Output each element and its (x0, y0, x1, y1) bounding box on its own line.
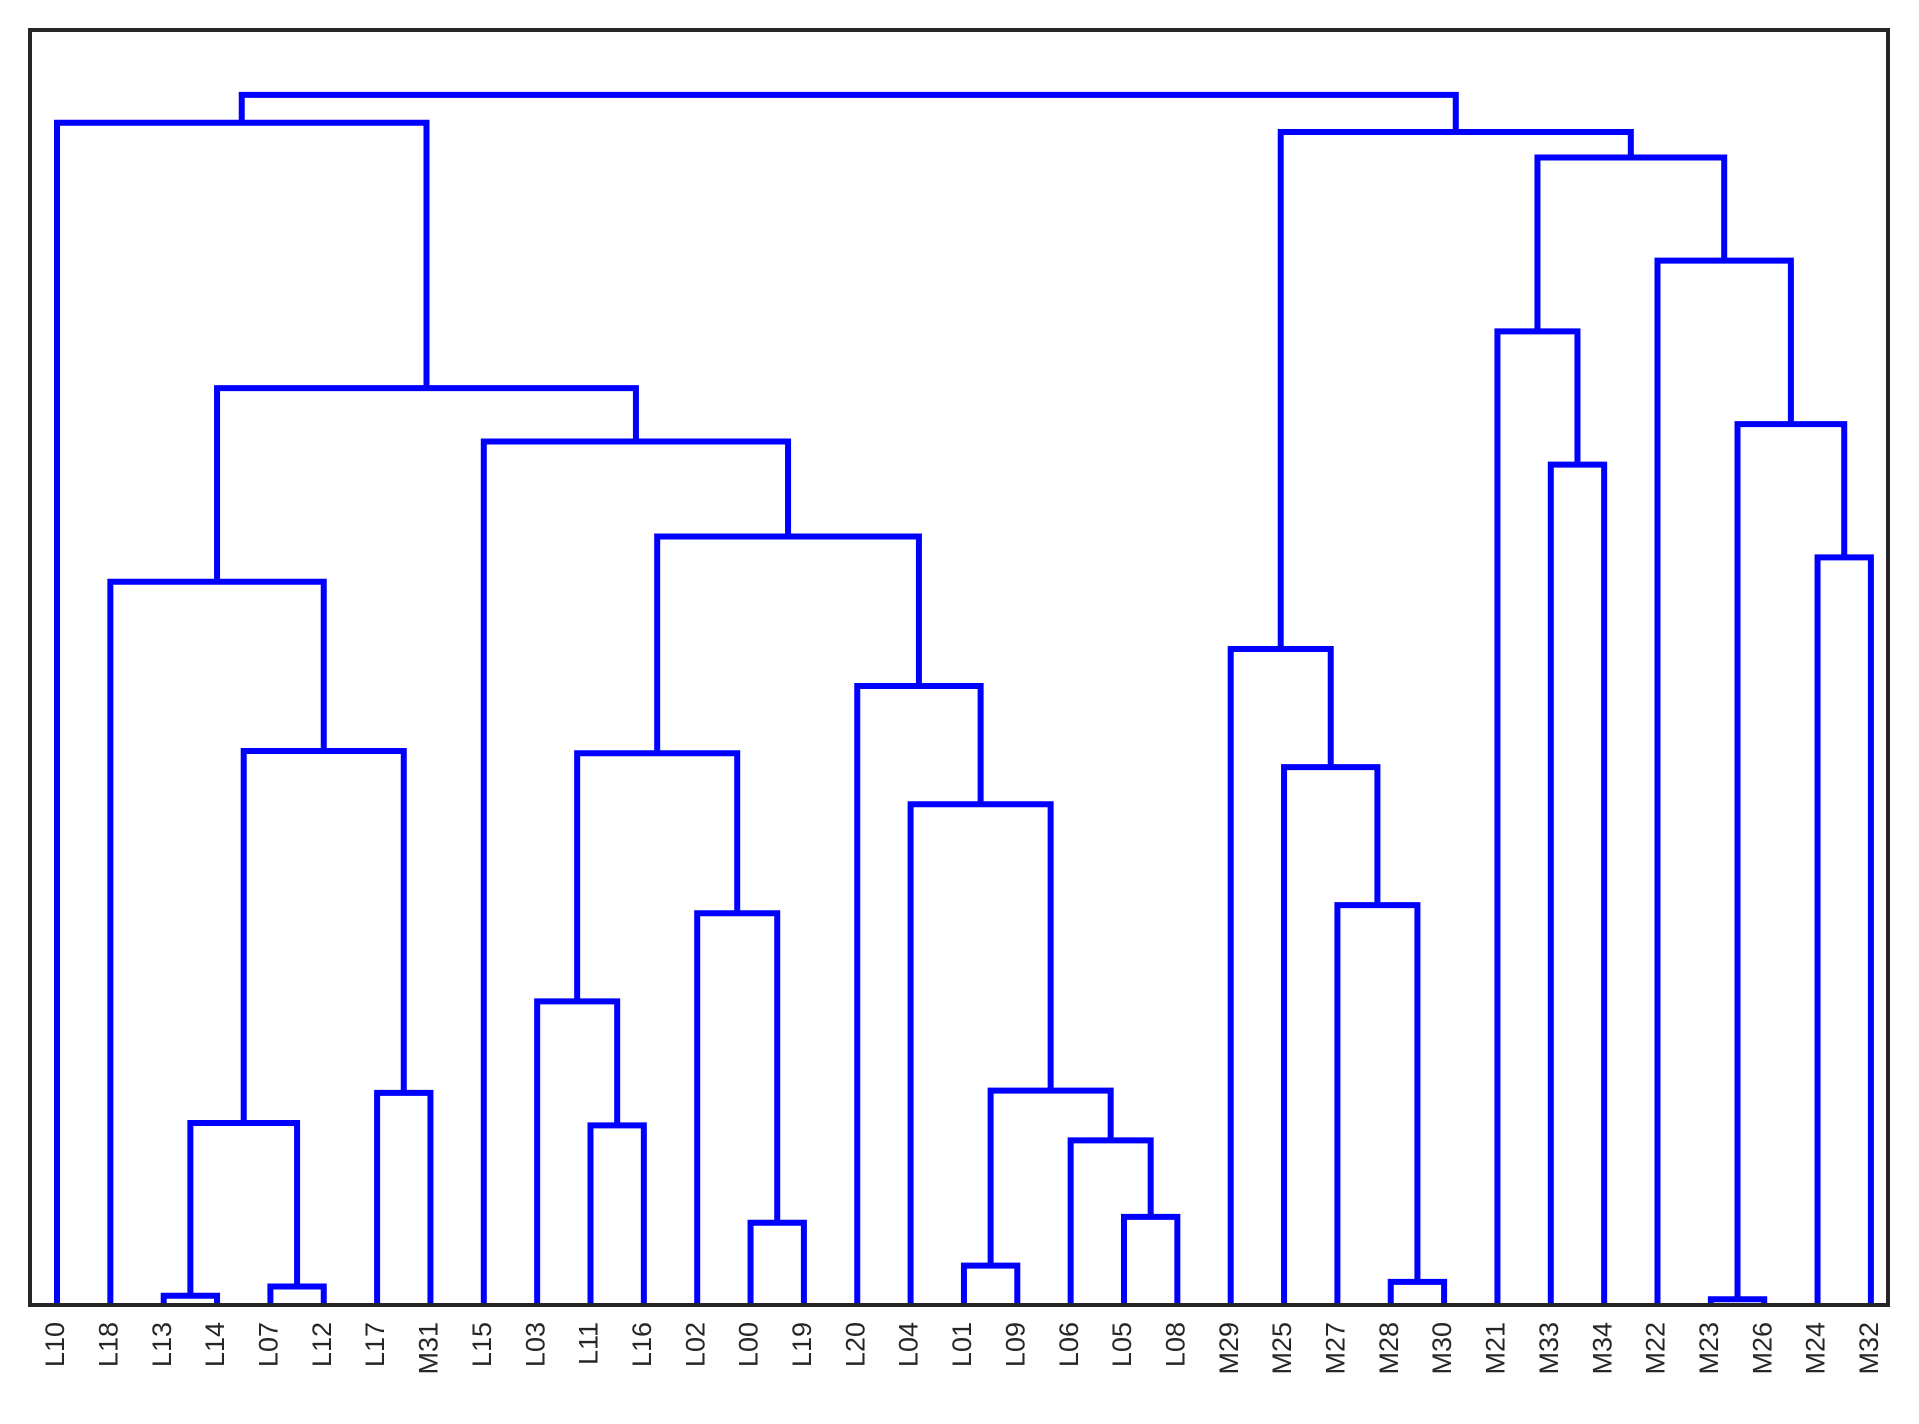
leaf-label-l16: L16 (627, 1322, 657, 1367)
leaf-label-m32: M32 (1854, 1322, 1884, 1375)
leaf-label-l14: L14 (200, 1322, 230, 1367)
dendrogram-link-30 (214, 385, 639, 582)
leaf-label-m24: M24 (1801, 1322, 1831, 1375)
leaf-label-l06: L06 (1054, 1322, 1084, 1367)
dendrogram-link-18 (907, 801, 1054, 1305)
leaf-label-l05: L05 (1107, 1322, 1137, 1367)
dendrogram-link-24 (1734, 421, 1848, 1300)
dendrogram-link-28 (107, 578, 327, 1305)
dendrogram-link-9 (374, 1089, 434, 1305)
dendrogram-link-33 (238, 91, 1459, 132)
leaf-label-l13: L13 (147, 1322, 177, 1367)
leaf-label-l04: L04 (894, 1322, 924, 1367)
leaf-label-l01: L01 (947, 1322, 977, 1367)
leaf-label-l09: L09 (1000, 1322, 1030, 1367)
leaf-label-m29: M29 (1214, 1322, 1244, 1375)
leaf-label-l15: L15 (467, 1322, 497, 1367)
dendrogram-link-7 (1067, 1137, 1154, 1305)
leaf-label-m31: M31 (414, 1322, 444, 1375)
dendrogram-link-6 (747, 1219, 807, 1305)
dendrogram-link-2 (267, 1283, 327, 1305)
leaf-label-l19: L19 (787, 1322, 817, 1367)
leaf-label-l18: L18 (93, 1322, 123, 1367)
leaf-label-l11: L11 (574, 1322, 604, 1365)
dendrogram-link-17 (1227, 645, 1334, 1305)
leaf-label-m22: M22 (1641, 1322, 1671, 1375)
dendrogram-link-20 (654, 533, 922, 754)
leaf-label-m26: M26 (1747, 1322, 1777, 1375)
leaf-labels: L10 L18 L13 L14 L07 L12 L17 M31 L15 L03 L11 L16 L02 L… (40, 1322, 1884, 1375)
dendrogram-link-14 (574, 750, 741, 1002)
dendrogram-link-27 (240, 747, 407, 1124)
dendrogram-link-26 (1534, 154, 1728, 332)
leaf-label-m23: M23 (1694, 1322, 1724, 1375)
leaf-label-m33: M33 (1534, 1322, 1564, 1375)
leaf-label-l20: L20 (840, 1322, 870, 1367)
plot-frame (28, 28, 1890, 1307)
leaf-label-l02: L02 (680, 1322, 710, 1367)
dendrogram-link-10 (187, 1120, 301, 1296)
dendrogram-links (54, 91, 1874, 1305)
leaf-label-l00: L00 (734, 1322, 764, 1367)
leaf-label-m25: M25 (1267, 1322, 1297, 1375)
dendrogram-link-29 (480, 438, 792, 1305)
leaf-label-m30: M30 (1427, 1322, 1457, 1375)
leaf-label-l07: L07 (254, 1322, 284, 1367)
dendrogram-link-8 (987, 1087, 1114, 1266)
leaf-label-l08: L08 (1160, 1322, 1190, 1367)
dendrogram-link-25 (1654, 257, 1794, 1305)
leaf-label-l12: L12 (307, 1322, 337, 1367)
leaf-label-m34: M34 (1587, 1322, 1617, 1375)
leaf-label-l17: L17 (360, 1322, 390, 1367)
leaf-label-l10: L10 (40, 1322, 70, 1367)
dendrogram-link-22 (1547, 461, 1608, 1305)
leaf-label-m27: M27 (1321, 1322, 1351, 1375)
dendrogram-link-19 (854, 683, 984, 1305)
dendrogram-link-0 (160, 1292, 221, 1305)
dendrogram-link-13 (694, 910, 781, 1305)
leaf-label-l03: L03 (520, 1322, 550, 1367)
dendrogram-link-23 (1494, 328, 1581, 1305)
dendrogram-link-5 (1121, 1213, 1181, 1305)
dendrogram-link-4 (960, 1262, 1021, 1305)
dendrogram-link-12 (534, 998, 621, 1305)
dendrogram-link-11 (587, 1122, 647, 1305)
dendrogram-link-21 (1814, 554, 1874, 1305)
leaf-label-m21: M21 (1481, 1322, 1511, 1375)
leaf-label-m28: M28 (1374, 1322, 1404, 1375)
dendrogram-link-16 (1281, 764, 1381, 1305)
dendrogram-link-3 (1387, 1278, 1448, 1305)
dendrogram-link-15 (1334, 902, 1421, 1305)
